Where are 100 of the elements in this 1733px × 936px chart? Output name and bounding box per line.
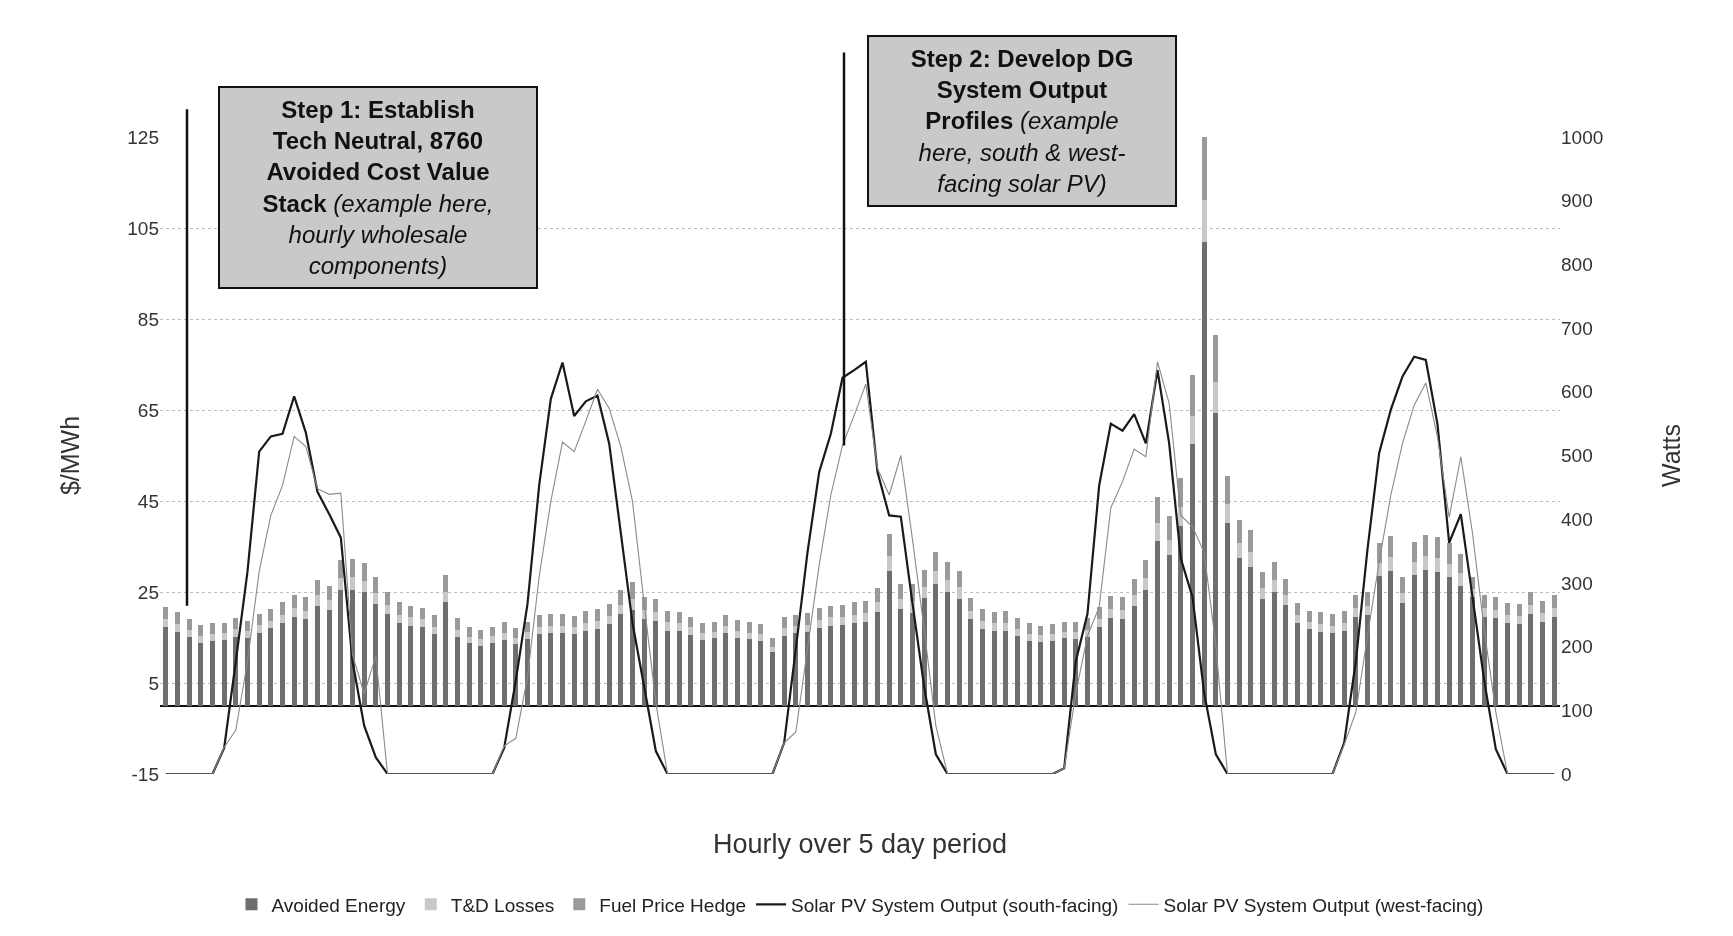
bar xyxy=(501,639,507,706)
bar xyxy=(676,623,682,632)
y-tick-label: 125 xyxy=(127,126,159,148)
bar xyxy=(933,551,939,572)
bar xyxy=(1061,638,1067,706)
bar xyxy=(314,579,321,596)
bar xyxy=(1388,557,1394,572)
bar xyxy=(489,642,496,706)
y2-tick-label: 500 xyxy=(1561,445,1593,467)
bar xyxy=(1423,556,1429,571)
bar xyxy=(373,593,379,604)
bar xyxy=(758,623,764,634)
bar xyxy=(443,575,449,592)
bar xyxy=(769,652,776,706)
bar xyxy=(734,630,741,638)
bar xyxy=(1096,627,1102,706)
bar xyxy=(944,591,951,706)
bar xyxy=(863,613,869,622)
bar xyxy=(1481,594,1487,608)
bar xyxy=(431,633,437,706)
bar xyxy=(396,622,402,706)
bar xyxy=(933,571,939,584)
bar xyxy=(874,602,881,613)
bar xyxy=(489,636,496,643)
bar xyxy=(571,616,577,628)
bar xyxy=(956,570,962,588)
bar xyxy=(1119,619,1126,706)
bar xyxy=(221,622,227,634)
bar xyxy=(1154,523,1161,541)
bar xyxy=(1143,560,1149,579)
bar xyxy=(1283,579,1289,595)
bar xyxy=(781,617,787,629)
bar xyxy=(256,614,262,626)
bar xyxy=(163,607,169,619)
bar xyxy=(699,633,706,641)
bar xyxy=(886,570,892,706)
bar xyxy=(1388,536,1394,558)
bar xyxy=(478,629,484,640)
bar xyxy=(968,597,974,611)
bar xyxy=(466,626,472,637)
bar xyxy=(501,622,507,633)
bar xyxy=(186,619,192,630)
bar xyxy=(513,628,519,638)
bar xyxy=(209,623,216,634)
bar xyxy=(874,612,881,706)
bar xyxy=(1423,534,1429,557)
bar xyxy=(1119,597,1126,611)
bar xyxy=(396,614,402,623)
bar xyxy=(209,640,216,706)
bar xyxy=(1003,611,1009,623)
bar xyxy=(174,631,181,706)
bar xyxy=(443,602,449,706)
bar xyxy=(1458,572,1464,586)
bar xyxy=(1096,618,1102,628)
bar xyxy=(1201,137,1207,200)
bar xyxy=(1364,606,1371,616)
bar xyxy=(828,617,834,626)
bar xyxy=(1551,595,1557,609)
bar xyxy=(1446,577,1452,706)
bar xyxy=(396,602,402,615)
bar xyxy=(1038,635,1044,642)
bar xyxy=(1003,622,1009,631)
bar xyxy=(1189,374,1196,417)
annotation: Step 2: Develop DG System Output Profiles (example here, south & west- facing solar PV) xyxy=(910,45,1134,197)
bar xyxy=(186,637,192,706)
bar xyxy=(1038,625,1044,636)
bar xyxy=(1236,542,1242,559)
bar xyxy=(1504,603,1511,616)
bar xyxy=(898,583,904,599)
bar xyxy=(1108,609,1114,619)
bar xyxy=(1329,632,1336,706)
bar xyxy=(851,614,857,623)
bar xyxy=(268,628,274,706)
bar xyxy=(513,637,519,645)
y2-tick-label: 900 xyxy=(1561,190,1593,212)
bar xyxy=(478,645,484,706)
bar xyxy=(1073,621,1079,633)
bar xyxy=(1189,416,1196,444)
bar xyxy=(1026,633,1032,641)
y2-tick-label: 600 xyxy=(1561,381,1593,403)
bar xyxy=(1283,594,1289,606)
y2-axis-title: Watts xyxy=(1657,424,1686,487)
bar xyxy=(256,625,262,633)
bar xyxy=(244,631,251,638)
bar xyxy=(956,598,962,706)
bar xyxy=(268,608,274,621)
bar xyxy=(431,626,437,634)
bar xyxy=(594,620,601,629)
legend-label: Solar PV System Output (west-facing) xyxy=(1163,894,1484,916)
x-axis-title: Hourly over 5 day period xyxy=(712,829,1008,860)
bar xyxy=(1154,540,1161,706)
bar xyxy=(979,608,986,621)
bar xyxy=(349,577,356,590)
bar xyxy=(373,577,379,594)
bar xyxy=(1108,596,1114,610)
y2-tick-label: 200 xyxy=(1561,636,1593,658)
bar xyxy=(1399,576,1406,593)
bar xyxy=(1528,605,1534,615)
bar xyxy=(536,615,542,627)
bar xyxy=(909,612,916,706)
